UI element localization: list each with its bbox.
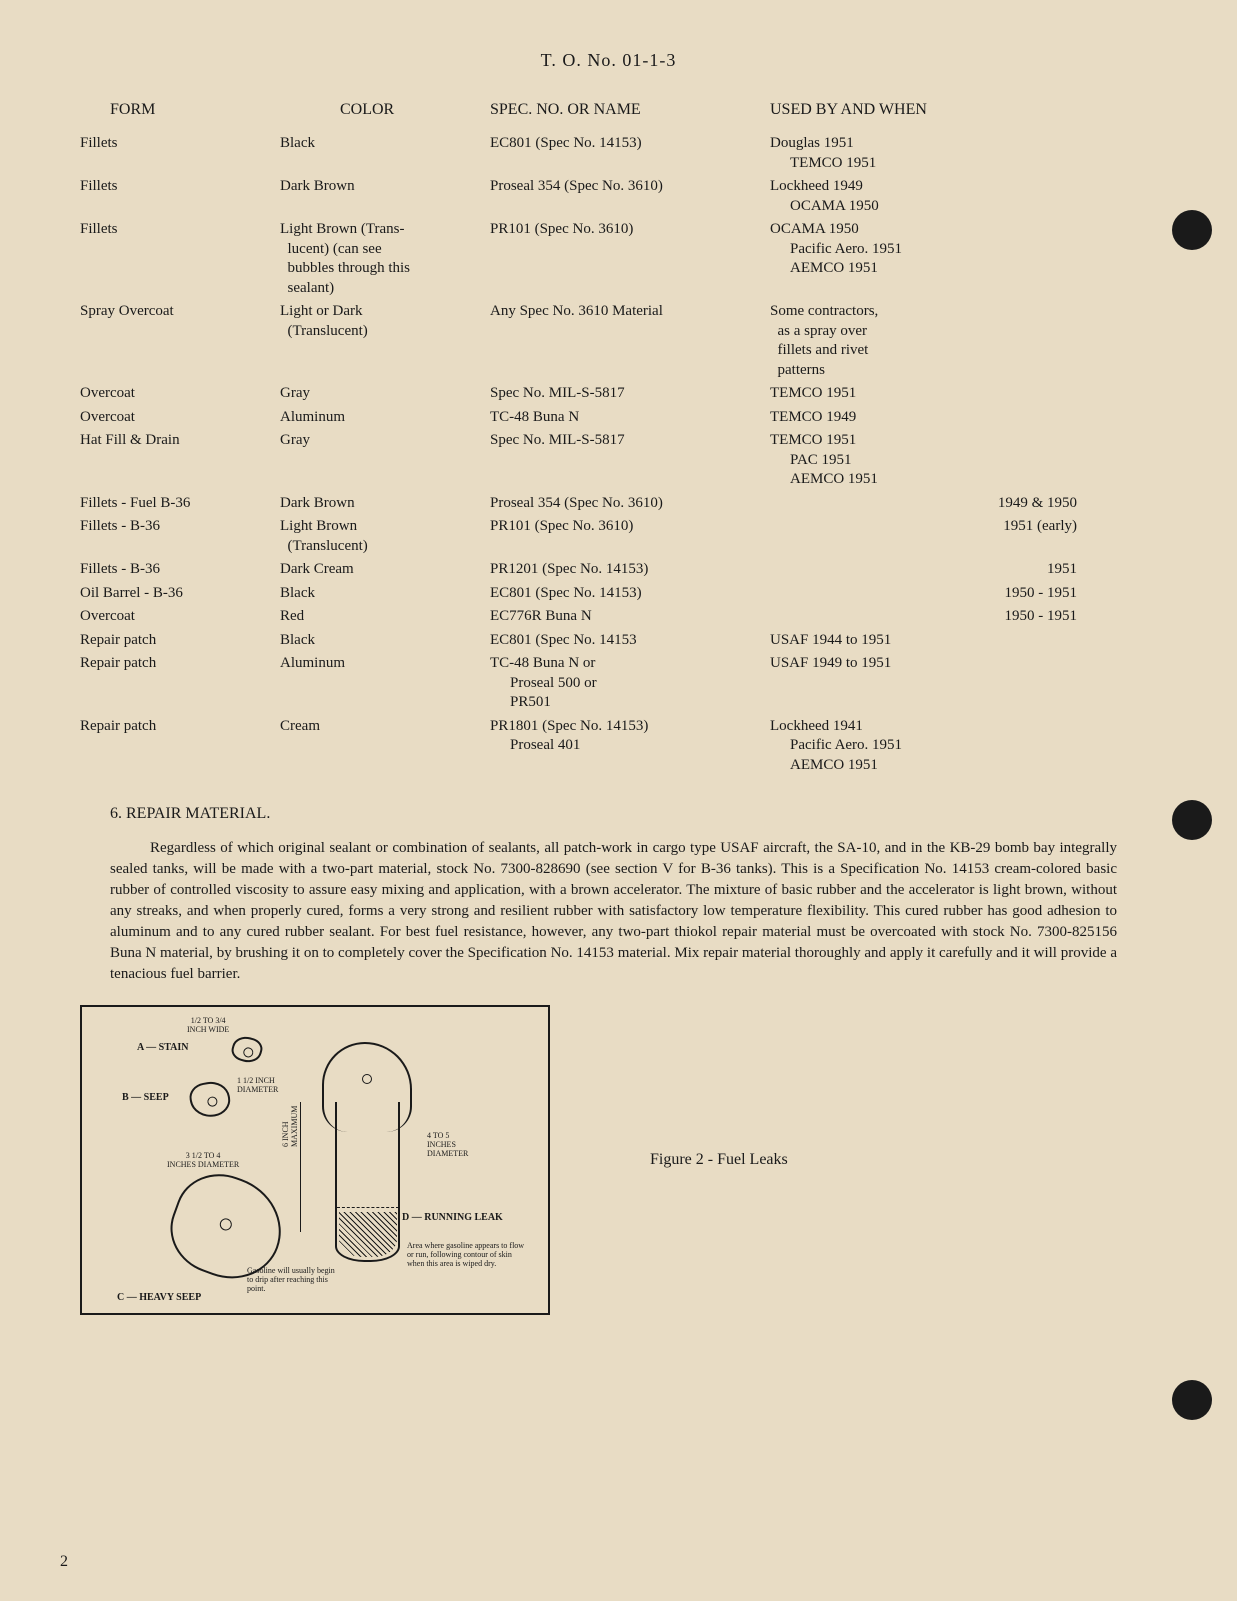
table-row: Overcoat Aluminum TC-48 Buna N TEMCO 194… bbox=[80, 408, 1137, 428]
table-row: Fillets - Fuel B-36 Dark Brown Proseal 3… bbox=[80, 494, 1137, 514]
running-leak-shape bbox=[317, 1042, 417, 1272]
table-row: Repair patch Black EC801 (Spec No. 14153… bbox=[80, 631, 1137, 651]
sealant-table: FORM COLOR SPEC. NO. OR NAME USED BY AND… bbox=[80, 101, 1137, 775]
table-row: Fillets Dark Brown Proseal 354 (Spec No.… bbox=[80, 177, 1137, 216]
table-row: Overcoat Gray Spec No. MIL-S-5817 TEMCO … bbox=[80, 384, 1137, 404]
table-row: Overcoat Red EC776R Buna N 1950 - 1951 bbox=[80, 607, 1137, 627]
stain-shape bbox=[229, 1034, 264, 1066]
hole-punch bbox=[1172, 210, 1212, 250]
hole-punch bbox=[1172, 800, 1212, 840]
seep-shape bbox=[187, 1079, 232, 1120]
table-row: Fillets - B-36 Dark Cream PR1201 (Spec N… bbox=[80, 560, 1137, 580]
table-row: Repair patch Aluminum TC-48 Buna N or Pr… bbox=[80, 654, 1137, 713]
table-row: Repair patch Cream PR1801 (Spec No. 1415… bbox=[80, 717, 1137, 776]
figure-diagram: 1/2 TO 3/4INCH WIDE A — STAIN B — SEEP 1… bbox=[80, 1005, 550, 1315]
section-body: Regardless of which original sealant or … bbox=[80, 838, 1137, 985]
figure-section: 1/2 TO 3/4INCH WIDE A — STAIN B — SEEP 1… bbox=[80, 1005, 1137, 1315]
table-row: Spray Overcoat Light or Dark (Translucen… bbox=[80, 302, 1137, 380]
header-spec: SPEC. NO. OR NAME bbox=[490, 101, 770, 119]
section-title: 6. REPAIR MATERIAL. bbox=[80, 805, 1137, 823]
header-used: USED BY AND WHEN bbox=[770, 101, 1137, 119]
table-row: Oil Barrel - B-36 Black EC801 (Spec No. … bbox=[80, 584, 1137, 604]
figure-caption: Figure 2 - Fuel Leaks bbox=[650, 1151, 788, 1169]
document-header: T. O. No. 01-1-3 bbox=[80, 50, 1137, 71]
table-header-row: FORM COLOR SPEC. NO. OR NAME USED BY AND… bbox=[80, 101, 1137, 119]
header-form: FORM bbox=[80, 101, 280, 119]
table-row: Fillets Black EC801 (Spec No. 14153) Dou… bbox=[80, 134, 1137, 173]
page-number: 2 bbox=[60, 1553, 68, 1571]
header-color: COLOR bbox=[280, 101, 490, 119]
table-row: Fillets Light Brown (Trans- lucent) (can… bbox=[80, 220, 1137, 298]
table-row: Hat Fill & Drain Gray Spec No. MIL-S-581… bbox=[80, 431, 1137, 490]
hole-punch bbox=[1172, 1380, 1212, 1420]
table-row: Fillets - B-36 Light Brown (Translucent)… bbox=[80, 517, 1137, 556]
